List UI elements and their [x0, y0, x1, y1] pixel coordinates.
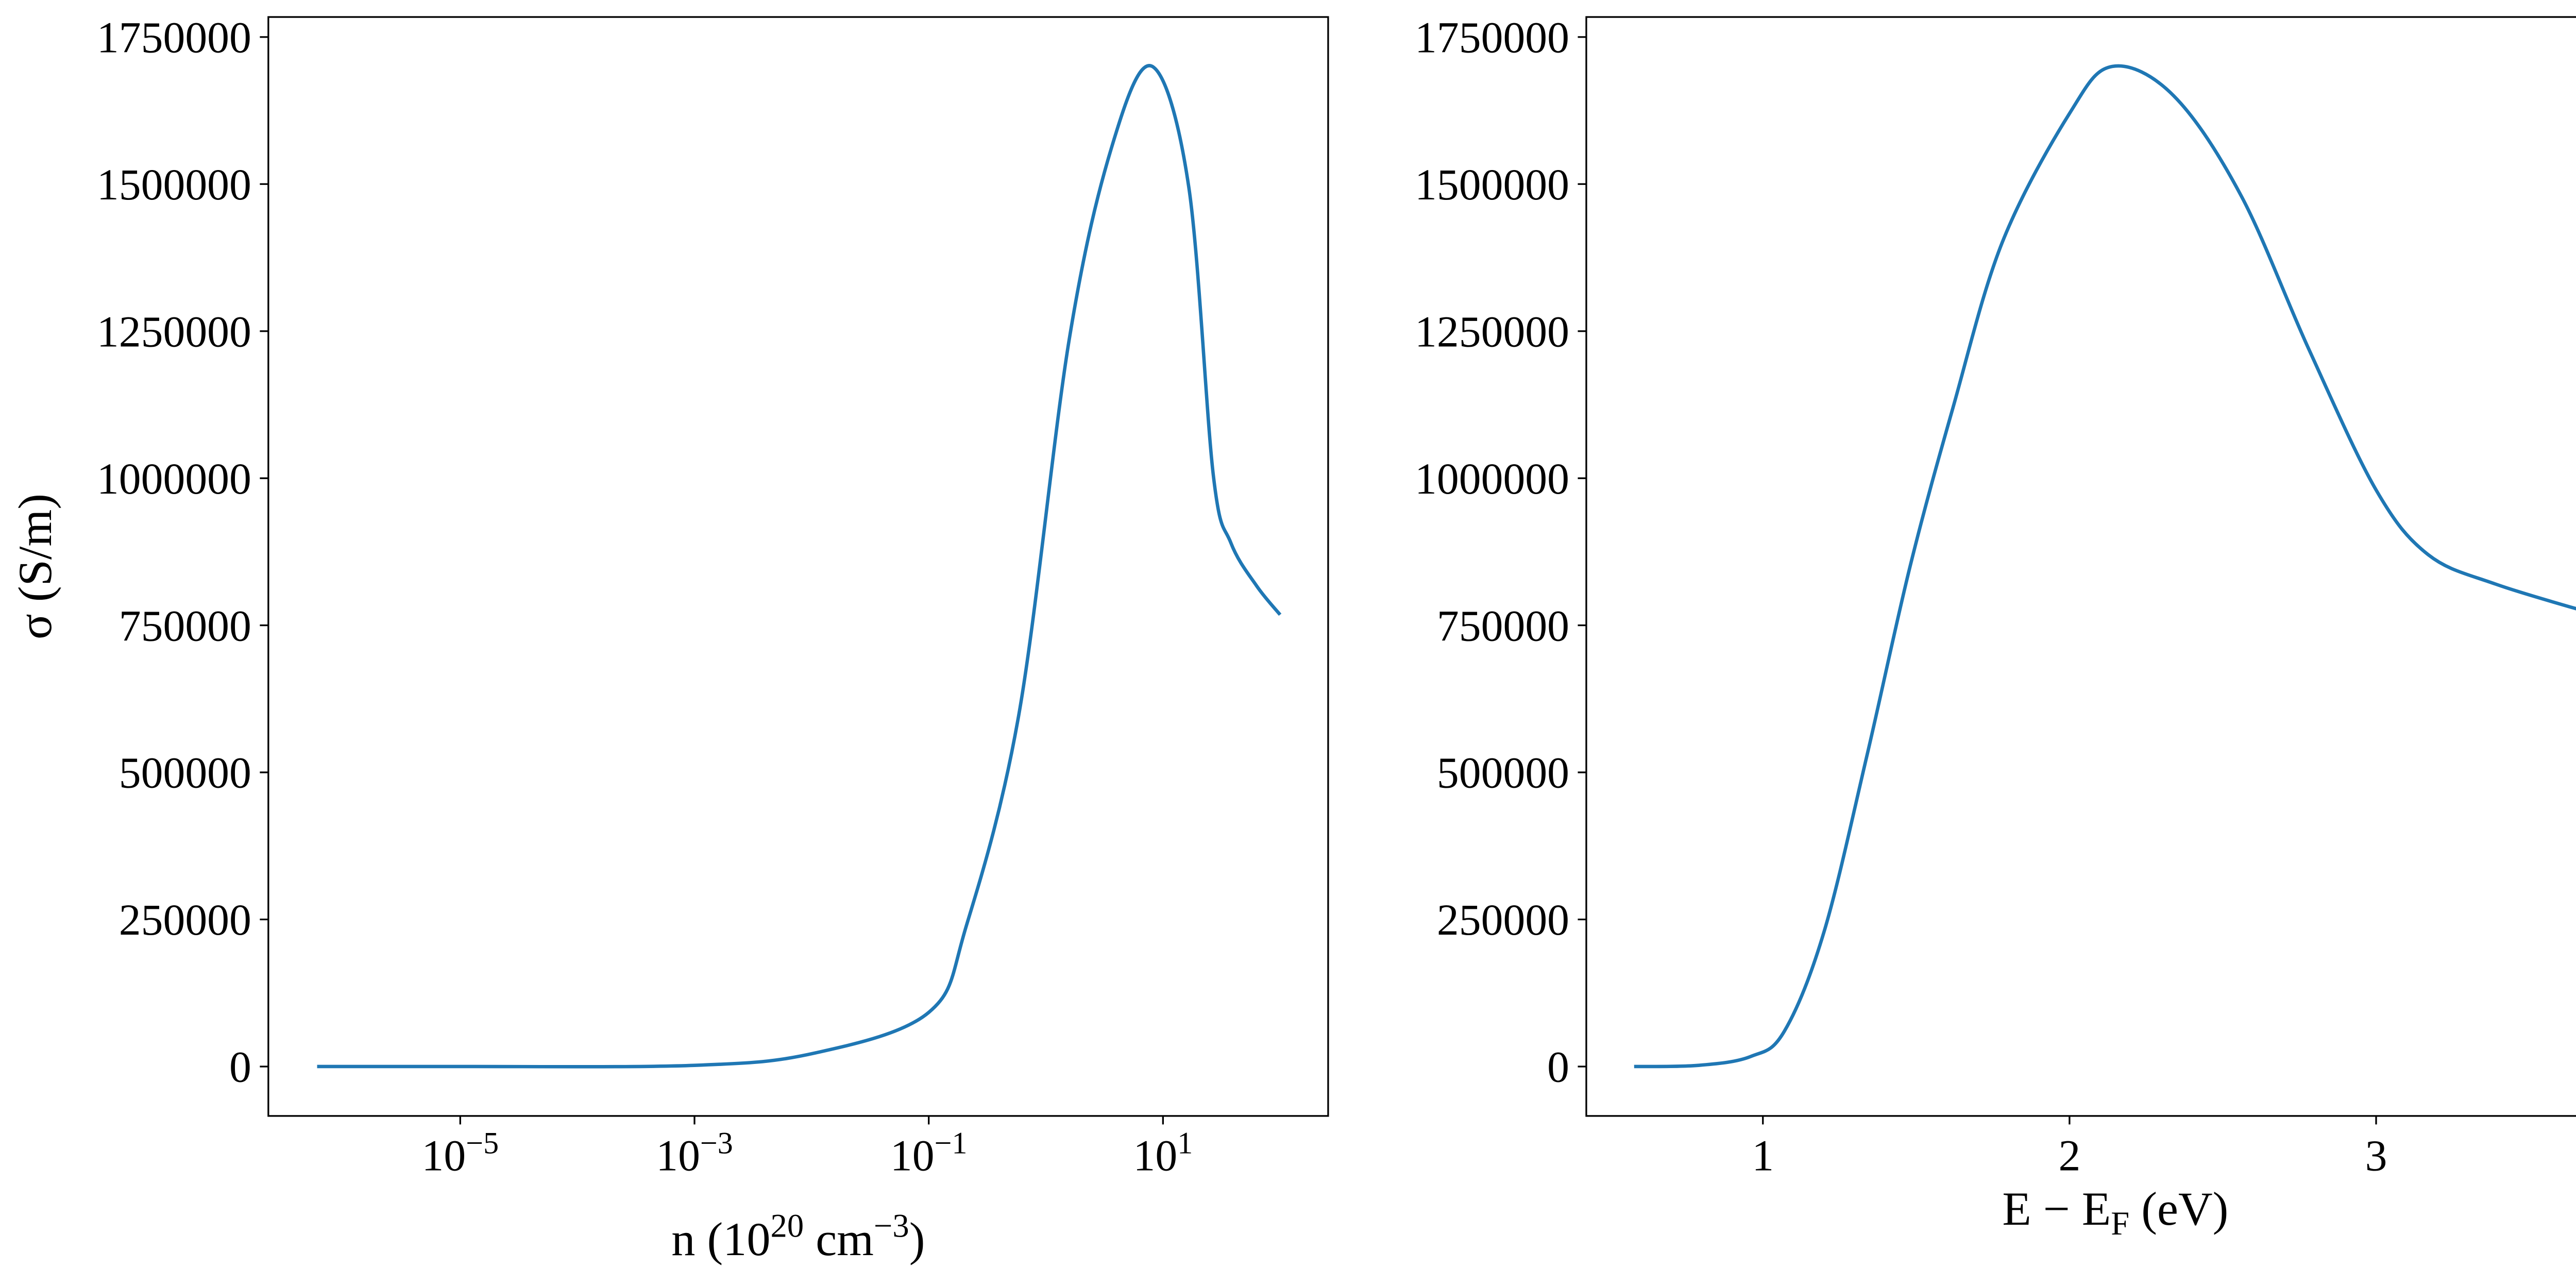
- x-tick-label: 3: [2365, 1131, 2387, 1180]
- y-tick-label: 1750000: [1415, 13, 1569, 62]
- x-tick-label: 10−5​: [422, 1126, 499, 1180]
- x-tick-label: 10−3​: [656, 1126, 733, 1180]
- y-tick-label: 750000: [119, 601, 251, 650]
- line: [317, 64, 1282, 1069]
- y-tick-label: 1500000: [97, 160, 251, 209]
- y-axis-label: σ (S/m): [9, 494, 61, 639]
- plot-frame: [267, 16, 1329, 1117]
- x-axis-label: E − EF​ (eV): [2002, 1182, 2228, 1242]
- y-tick-label: 500000: [119, 749, 251, 798]
- x-tick-label: 2: [2058, 1131, 2080, 1180]
- y-tick-label: 1250000: [97, 307, 251, 356]
- x-tick-label: 10−1​: [890, 1126, 968, 1180]
- x-axis-label: n (1020​ cm−3​): [671, 1207, 925, 1266]
- y-tick-label: 500000: [1437, 749, 1569, 798]
- plot-frame: [1585, 16, 2576, 1117]
- y-tick-label: 750000: [1437, 601, 1569, 650]
- y-tick-label: 1500000: [1415, 160, 1569, 209]
- y-tick-label: 1750000: [97, 13, 251, 62]
- y-tick-label: 0: [229, 1043, 251, 1092]
- y-tick-label: 250000: [119, 895, 251, 944]
- x-tick-label: 101​: [1133, 1126, 1193, 1180]
- y-tick-label: 250000: [1437, 895, 1569, 944]
- y-tick-label: 1250000: [1415, 307, 1569, 356]
- x-tick-label: 1: [1752, 1131, 1774, 1180]
- y-tick-label: 0: [1547, 1043, 1569, 1092]
- line: [1634, 64, 2576, 1069]
- y-tick-label: 1000000: [1415, 454, 1569, 503]
- y-tick-label: 1000000: [97, 454, 251, 503]
